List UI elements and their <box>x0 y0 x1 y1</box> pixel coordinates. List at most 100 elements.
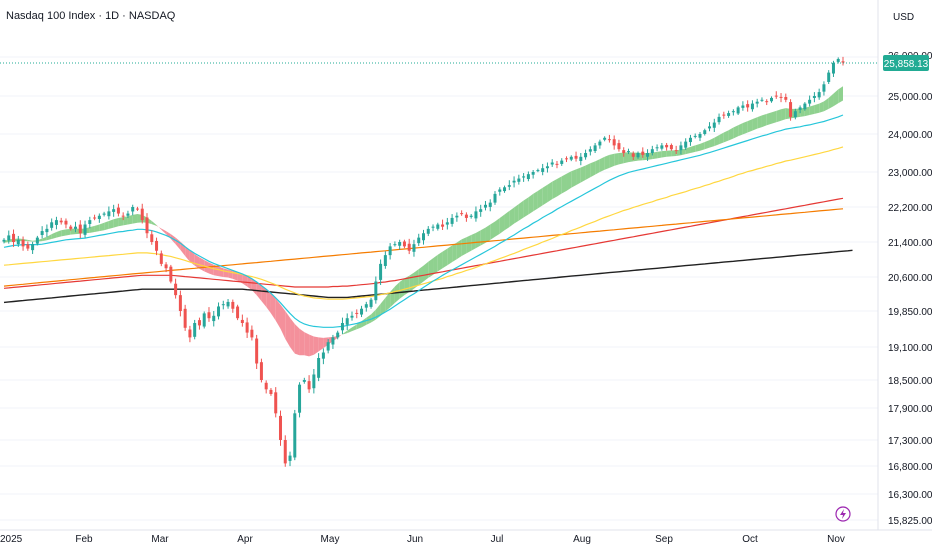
candle[interactable] <box>121 215 125 217</box>
candle[interactable] <box>155 240 159 251</box>
candle[interactable] <box>541 168 545 172</box>
candle[interactable] <box>188 329 192 338</box>
candle[interactable] <box>321 352 325 359</box>
candle[interactable] <box>822 84 826 92</box>
candle[interactable] <box>779 96 783 98</box>
candle[interactable] <box>679 145 683 151</box>
candle[interactable] <box>50 222 54 228</box>
candle[interactable] <box>669 145 673 150</box>
candle[interactable] <box>78 224 82 234</box>
candle[interactable] <box>588 149 592 152</box>
candle[interactable] <box>631 153 635 157</box>
candle[interactable] <box>817 92 821 98</box>
candle[interactable] <box>531 172 535 175</box>
candle[interactable] <box>169 266 173 282</box>
candle[interactable] <box>221 304 225 306</box>
candle[interactable] <box>522 176 526 178</box>
candle[interactable] <box>2 239 6 242</box>
candle[interactable] <box>307 381 311 390</box>
candle[interactable] <box>174 283 178 296</box>
candle[interactable] <box>360 308 364 315</box>
candle[interactable] <box>59 220 63 223</box>
candle[interactable] <box>326 342 330 351</box>
candle[interactable] <box>479 209 483 212</box>
candle[interactable] <box>579 156 583 161</box>
candle[interactable] <box>298 384 302 413</box>
candle[interactable] <box>603 137 607 140</box>
candle[interactable] <box>183 308 187 328</box>
candle[interactable] <box>374 281 378 301</box>
candle[interactable] <box>26 244 30 249</box>
candle[interactable] <box>12 233 16 242</box>
candle[interactable] <box>727 113 731 116</box>
candle[interactable] <box>159 253 163 264</box>
candle[interactable] <box>617 143 621 150</box>
candle[interactable] <box>755 101 759 104</box>
candle[interactable] <box>831 62 835 74</box>
candle[interactable] <box>746 104 750 108</box>
candle[interactable] <box>245 322 249 333</box>
candle[interactable] <box>717 116 721 123</box>
candle[interactable] <box>441 224 445 227</box>
candle[interactable] <box>283 440 287 464</box>
candle[interactable] <box>112 209 116 212</box>
candle[interactable] <box>264 382 268 390</box>
candle[interactable] <box>350 315 354 318</box>
candle[interactable] <box>369 299 373 307</box>
candle[interactable] <box>93 217 97 219</box>
candle[interactable] <box>31 244 35 251</box>
candle[interactable] <box>836 58 840 62</box>
candle[interactable] <box>102 213 106 215</box>
candle[interactable] <box>593 145 597 152</box>
candle[interactable] <box>512 180 516 183</box>
candle[interactable] <box>7 235 11 241</box>
candle[interactable] <box>436 224 440 229</box>
candle[interactable] <box>736 107 740 114</box>
candle[interactable] <box>674 150 678 152</box>
candle[interactable] <box>431 226 435 228</box>
candle[interactable] <box>212 315 216 322</box>
candle[interactable] <box>40 231 44 235</box>
candle[interactable] <box>693 135 697 137</box>
candle[interactable] <box>483 204 487 208</box>
candle[interactable] <box>16 239 20 245</box>
candle[interactable] <box>345 318 349 325</box>
candle[interactable] <box>74 226 78 229</box>
candle[interactable] <box>612 139 616 146</box>
candle[interactable] <box>812 96 816 98</box>
candle[interactable] <box>422 233 425 241</box>
candle[interactable] <box>426 228 430 234</box>
candle[interactable] <box>555 163 559 165</box>
candle[interactable] <box>798 107 802 110</box>
candle[interactable] <box>688 137 692 143</box>
candle[interactable] <box>364 304 368 308</box>
candle[interactable] <box>550 162 554 165</box>
candle[interactable] <box>474 211 478 219</box>
candle[interactable] <box>140 208 144 221</box>
candle[interactable] <box>35 237 39 244</box>
candle[interactable] <box>135 208 139 210</box>
candle[interactable] <box>336 332 340 338</box>
candle[interactable] <box>450 217 454 224</box>
candle[interactable] <box>636 153 640 158</box>
candle[interactable] <box>545 166 549 169</box>
candles[interactable] <box>2 56 845 467</box>
time-axis[interactable]: 2025 Feb Mar Apr May Jun Jul Aug Sep Oct Nov <box>0 534 845 545</box>
candle[interactable] <box>383 255 387 266</box>
candle[interactable] <box>178 295 182 311</box>
candle[interactable] <box>574 155 578 159</box>
candle[interactable] <box>302 380 306 382</box>
candle[interactable] <box>769 97 773 102</box>
candle[interactable] <box>584 153 588 158</box>
candle[interactable] <box>765 101 769 103</box>
candle[interactable] <box>469 215 473 217</box>
currency-label[interactable]: USD <box>893 12 914 23</box>
candle[interactable] <box>808 99 812 104</box>
candle[interactable] <box>650 149 654 153</box>
candle[interactable] <box>126 213 130 216</box>
candle[interactable] <box>398 242 402 246</box>
candle[interactable] <box>412 244 416 252</box>
candle[interactable] <box>655 147 659 149</box>
candle[interactable] <box>217 306 221 317</box>
candle[interactable] <box>708 126 712 129</box>
